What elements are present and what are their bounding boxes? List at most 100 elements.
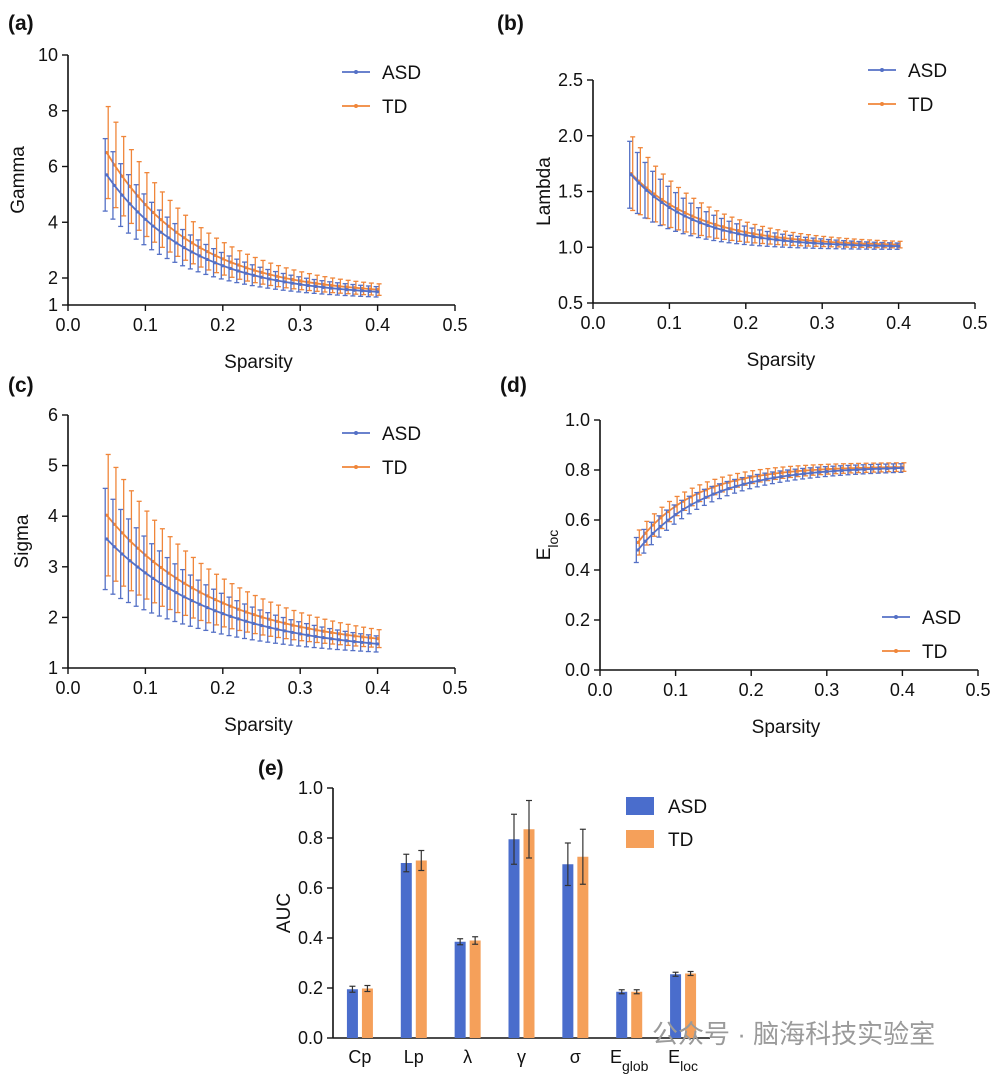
y-tick-label: 2.5 <box>558 70 583 90</box>
data-point-td <box>321 282 326 286</box>
data-point-td <box>345 285 349 289</box>
legend-label: ASD <box>922 608 961 629</box>
x-tick-label: Cp <box>348 1047 371 1067</box>
data-point-asd <box>675 210 679 214</box>
data-point-asd <box>863 467 867 471</box>
x-tick-label: 0.3 <box>810 313 835 333</box>
data-point-td <box>652 192 656 196</box>
data-point-asd <box>128 202 132 206</box>
y-tick-label: 1.0 <box>565 410 590 430</box>
bar-asd <box>616 991 628 1038</box>
data-point-asd <box>802 472 806 476</box>
data-point-asd <box>812 241 817 245</box>
data-point-asd <box>704 495 708 499</box>
series-td <box>636 462 907 556</box>
data-point-asd <box>221 264 225 268</box>
legend: ASD TD <box>868 61 947 116</box>
data-point-td <box>167 224 171 228</box>
data-point-td <box>728 227 733 231</box>
panel-b-lambda-chart: 0.0 0.1 0.2 0.3 0.4 0.5 0.5 1.0 1.5 2.0 2.5 Sparsit… <box>497 12 988 371</box>
data-point-asd <box>835 242 840 247</box>
legend: ASD TD <box>882 608 961 663</box>
data-point-asd <box>825 470 829 474</box>
data-point-td <box>283 621 287 625</box>
x-tick-label-subscript: loc <box>680 1058 698 1074</box>
data-point-asd <box>643 539 647 543</box>
data-point-asd <box>690 217 694 222</box>
x-tick-label: Eloc <box>668 1047 698 1074</box>
data-point-asd <box>651 531 655 536</box>
data-point-asd <box>721 228 725 232</box>
y-tick-label: 5 <box>48 456 58 476</box>
data-point-td <box>790 237 794 241</box>
data-point-asd <box>267 277 271 281</box>
x-tick-label: 0.3 <box>288 678 313 698</box>
x-tick-label: 0.4 <box>365 315 390 335</box>
data-point-asd <box>306 283 310 288</box>
data-point-td <box>713 222 717 227</box>
panel-label: (b) <box>497 12 524 35</box>
data-point-td <box>660 197 664 202</box>
data-point-asd <box>360 289 364 293</box>
data-point-td <box>174 230 178 234</box>
x-tick-label: 0.4 <box>890 680 915 700</box>
x-tick-label: 0.0 <box>580 313 605 333</box>
panel-label: (d) <box>500 374 527 397</box>
data-point-asd <box>167 586 171 590</box>
data-point-asd <box>698 221 702 225</box>
data-point-td <box>832 467 836 471</box>
data-point-td <box>259 615 264 619</box>
y-tick-label: 1 <box>48 295 58 315</box>
x-tick-label: 0.4 <box>365 678 390 698</box>
data-point-td <box>764 473 768 477</box>
data-point-asd <box>637 181 641 185</box>
panel-d-eloc-chart: 0.0 0.1 0.2 0.3 0.4 0.5 0.0 0.2 0.4 0.6 0.8 1.0 Spar… <box>500 374 991 738</box>
legend-label: TD <box>908 95 933 116</box>
data-point-asd <box>713 226 717 230</box>
data-point-asd <box>828 242 832 246</box>
data-point-asd <box>787 473 791 478</box>
data-point-td <box>197 590 202 594</box>
data-point-asd <box>840 468 844 473</box>
legend-label: TD <box>668 830 693 851</box>
data-point-asd <box>213 609 217 613</box>
x-axis-title: Sparsity <box>752 717 821 738</box>
data-point-asd <box>345 639 349 643</box>
data-point-asd <box>893 466 897 470</box>
data-point-asd <box>897 244 901 248</box>
bar-td <box>361 988 373 1038</box>
y-axis-title: AUC <box>274 893 295 933</box>
x-tick-label: 0.0 <box>587 680 612 700</box>
data-point-td <box>666 509 670 514</box>
data-point-asd <box>321 285 326 289</box>
data-point-asd <box>283 629 287 633</box>
data-point-asd <box>252 273 256 277</box>
data-point-asd <box>252 621 256 626</box>
data-point-td <box>368 287 372 291</box>
data-point-td <box>321 629 326 633</box>
data-point-asd <box>706 223 710 228</box>
data-point-td <box>782 236 786 240</box>
data-point-td <box>259 270 264 274</box>
data-point-asd <box>644 188 649 192</box>
x-axis-title: Sparsity <box>224 352 293 373</box>
data-point-asd <box>652 195 656 199</box>
data-point-td <box>352 634 356 638</box>
data-point-asd <box>368 641 372 645</box>
series-asd <box>627 140 901 250</box>
data-point-td <box>810 468 814 472</box>
data-point-td <box>221 601 225 605</box>
data-point-td <box>787 470 791 474</box>
data-point-asd <box>900 466 905 470</box>
data-point-asd <box>290 630 295 635</box>
data-point-td <box>228 604 233 608</box>
data-point-asd <box>749 480 753 484</box>
legend-swatch-marker <box>354 104 358 108</box>
data-point-td <box>767 234 771 238</box>
legend-swatch-marker <box>880 68 884 72</box>
data-point-td <box>244 266 248 270</box>
legend-label: ASD <box>382 63 421 84</box>
y-tick-label: 4 <box>48 212 58 232</box>
series-asd <box>633 463 905 564</box>
